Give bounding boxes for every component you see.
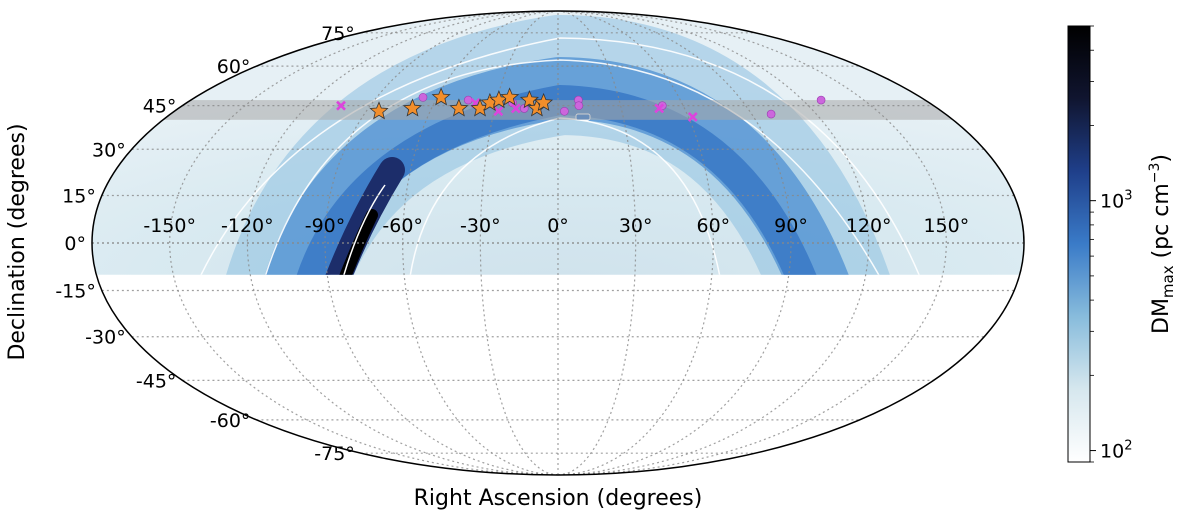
x-tick-label: 0° — [547, 215, 569, 237]
meridian-line — [557, 11, 714, 475]
star-marker — [519, 90, 540, 109]
meridian-line — [557, 11, 792, 475]
graticule — [92, 11, 1024, 475]
star-marker — [402, 98, 422, 117]
star-marker — [369, 101, 389, 120]
source-markers — [336, 87, 826, 122]
x-tick-label: 90° — [774, 215, 808, 237]
circle-marker — [418, 93, 428, 102]
cross-marker — [654, 103, 665, 114]
star-marker — [533, 92, 554, 111]
y-tick-label: -45° — [136, 370, 177, 392]
y-tick-label: -75° — [314, 443, 355, 465]
y-axis-label: Declination (degrees) — [5, 123, 30, 360]
y-tick-labels: 75° 60° 45° 30° 15° 0° -15° -30° -45° -60° -75° — [55, 23, 354, 465]
colorbar-label: DMmax (pc cm−3) — [1147, 154, 1177, 334]
cross-marker — [336, 100, 346, 111]
cross-marker — [493, 106, 504, 117]
y-tick-label: 30° — [92, 139, 126, 161]
y-tick-label: 0° — [64, 233, 86, 255]
contour-2 — [264, 59, 881, 275]
x-tick-label: 30° — [619, 215, 653, 237]
y-tick-label: -60° — [210, 410, 251, 432]
star-marker — [431, 87, 451, 106]
x-axis-label: Right Ascension (degrees) — [414, 486, 703, 511]
cross-marker — [687, 112, 698, 122]
coverage-region — [92, 11, 1024, 275]
dm-core-black — [334, 209, 378, 275]
meridian-line — [557, 11, 870, 475]
x-tick-label: 150° — [923, 215, 969, 237]
y-tick-label: 75° — [321, 23, 355, 45]
colorbar-tick-label: 102 — [1100, 439, 1132, 463]
colorbar-gradient — [1067, 25, 1091, 463]
x-tick-label: 120° — [846, 215, 892, 237]
circle-marker — [766, 109, 776, 119]
star-marker — [449, 98, 469, 117]
y-tick-label: 15° — [62, 186, 96, 208]
x-tick-label: -150° — [143, 215, 196, 237]
y-tick-label: -30° — [85, 327, 126, 349]
meridian-line — [557, 11, 947, 475]
cross-marker — [510, 103, 521, 114]
x-tick-label: -90° — [305, 215, 346, 237]
circle-marker — [816, 95, 826, 105]
contour-core — [342, 184, 386, 275]
projection-border — [91, 10, 1025, 476]
y-tick-label: 45° — [143, 96, 177, 118]
x-tick-labels: -150° -120° -90° -60° -30° 0° 30° 60° 90° 120° 150… — [143, 215, 969, 237]
x-tick-label: 60° — [696, 215, 730, 237]
circle-marker — [560, 106, 569, 116]
dm-arc-inner — [290, 84, 825, 275]
x-tick-label: -60° — [382, 215, 423, 237]
x-tick-label: -120° — [221, 215, 274, 237]
x-tick-label: -30° — [460, 215, 501, 237]
contour-1 — [199, 37, 921, 275]
declination-band — [92, 100, 1024, 120]
colorbar-ticks: 102 103 — [1090, 25, 1132, 463]
y-tick-label: 60° — [217, 56, 251, 78]
circle-marker — [574, 101, 584, 110]
star-marker — [500, 87, 520, 106]
colorbar: 102 103 DMmax (pc cm−3) — [1067, 25, 1177, 463]
y-tick-label: -15° — [55, 280, 96, 302]
colorbar-tick-label: 103 — [1100, 189, 1132, 213]
